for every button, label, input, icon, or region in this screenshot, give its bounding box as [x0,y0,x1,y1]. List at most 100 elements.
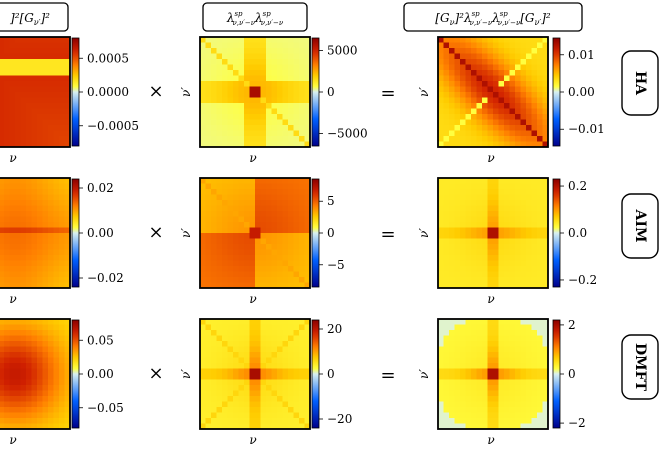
heatmap-cell [42,341,49,347]
heatmap-cell [304,205,311,212]
heatmap-cell [255,385,261,391]
heatmap-cell [249,48,256,54]
heatmap-cell [15,330,21,336]
heatmap-cell [460,341,466,347]
heatmap-cell [211,379,217,386]
heatmap-cell [465,418,472,424]
colorbar-DMFT-1 [311,319,320,429]
heatmap-cell [48,216,54,223]
heatmap-cell [222,255,228,261]
heatmap-cell [482,194,488,201]
heatmap-cell [249,244,256,250]
heatmap-cell [304,282,311,289]
heatmap-cell [493,335,499,342]
heatmap-cell [255,103,261,109]
heatmap-cell [42,238,49,245]
heatmap-cell [299,194,305,201]
heatmap-cell [449,86,455,93]
heatmap-cell [537,183,543,190]
heatmap-cell [200,141,206,148]
heatmap-cell [64,357,71,364]
heatmap-cell [0,319,5,325]
heatmap-cell [542,385,549,391]
heatmap-cell [233,59,239,65]
heatmap-cell [9,374,16,380]
heatmap-cell [520,244,527,250]
heatmap-cell [515,216,521,223]
heatmap-cell [9,114,16,120]
heatmap-cell [531,412,538,419]
heatmap-cell [438,396,444,402]
heatmap-cell [282,266,289,272]
heatmap-cell [222,194,228,201]
heatmap-cell [9,244,16,250]
heatmap-cell [4,81,10,87]
heatmap-cell [249,277,256,283]
heatmap-cell [238,412,245,419]
heatmap-cell [205,227,212,234]
heatmap-cell [205,385,212,391]
heatmap-cell [304,260,311,267]
heatmap-cell [244,260,250,267]
heatmap-cell [454,103,461,109]
heatmap-cell [299,412,305,419]
heatmap-cell [504,81,510,87]
heatmap-cell [0,48,5,54]
heatmap-cell [504,141,510,148]
heatmap-cell [471,266,477,272]
heatmap-cell [438,238,444,245]
heatmap-cell [53,357,60,364]
heatmap-cell [249,363,256,369]
heatmap-cell [443,205,450,212]
heatmap-cell [493,200,499,206]
heatmap-cell [216,178,223,184]
heatmap-cell [205,266,212,272]
heatmap-cell [277,390,283,397]
heatmap-cell [255,222,261,228]
heatmap-cell [15,97,21,104]
heatmap-cell [238,396,245,402]
heatmap-cell [443,75,450,82]
heatmap-cell [537,390,543,397]
heatmap-cell [0,341,5,347]
heatmap-cell [293,81,300,87]
heatmap-cell [504,130,510,137]
heatmap-cell [255,86,261,93]
heatmap-cell [282,379,289,386]
heatmap-cell [454,266,461,272]
heatmap-cell [244,390,250,397]
heatmap-cell [271,363,278,369]
heatmap-cell [487,324,494,331]
heatmap-cell [53,200,60,206]
heatmap-cell [465,59,472,65]
heatmap-cell [526,141,532,148]
heatmap-cell [260,412,267,419]
heatmap-cell [438,222,444,228]
heatmap-cell [244,335,250,342]
heatmap-cell [260,244,267,250]
x-axis-label: ν [9,292,16,306]
heatmap-cell [277,211,283,217]
heatmap-cell [487,260,494,267]
heatmap-cell [227,70,234,76]
heatmap-cell [520,401,527,408]
heatmap-cell [271,260,278,267]
heatmap-cell [255,205,261,212]
heatmap-cell [299,233,305,239]
heatmap-cell [537,222,543,228]
heatmap-cell [266,108,272,115]
heatmap-cell [205,412,212,419]
heatmap-cell [48,42,54,49]
heatmap-cell [53,81,60,87]
heatmap-cell [244,222,250,228]
heatmap-cell [542,346,549,353]
heatmap-cell [0,103,5,109]
heatmap-cell [227,92,234,98]
heatmap-cell [26,141,32,148]
colorbar-tick-label: 0.0 [568,226,587,240]
heatmap-cell [53,282,60,289]
heatmap-cell [465,282,472,289]
heatmap-cell [271,216,278,223]
heatmap-cell [498,368,505,375]
heatmap-cell [509,244,516,250]
